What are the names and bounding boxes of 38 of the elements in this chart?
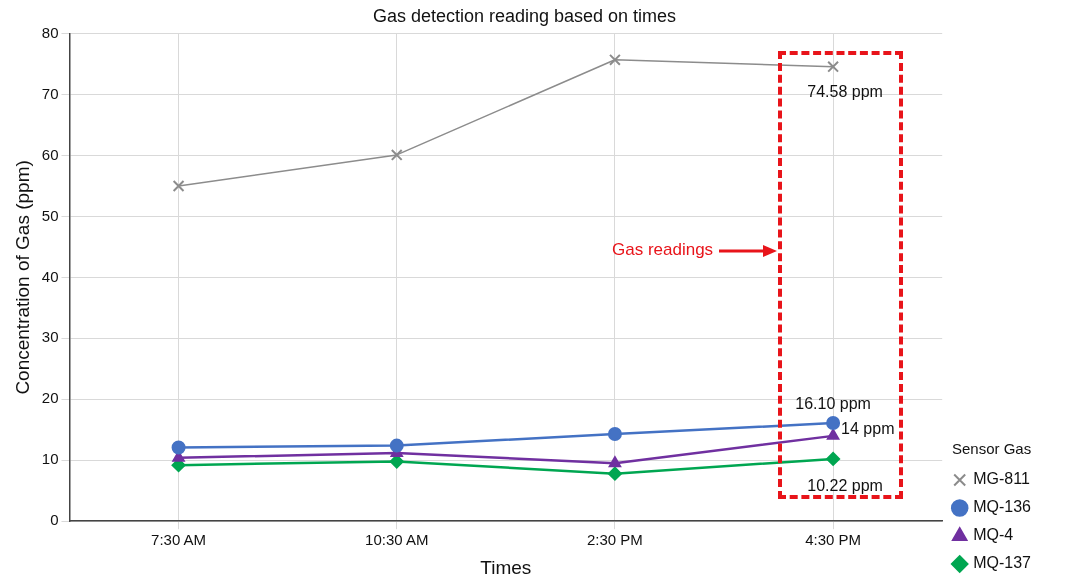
y-tick-label: 60: [41, 145, 59, 163]
data-label: 10.22 ppm: [807, 477, 883, 495]
legend-label: MQ-137: [973, 554, 1032, 572]
point: [827, 60, 840, 73]
y-axis-title: Concentration of Gas (ppm): [11, 160, 33, 395]
y-tick-label: 30: [41, 328, 59, 346]
y-tick-label: 20: [41, 389, 59, 407]
y-tick-label: 0: [50, 511, 59, 529]
point: [171, 440, 186, 455]
data-label: 14 ppm: [841, 420, 895, 438]
legend-label: MQ-136: [973, 498, 1032, 516]
annotation: Gas readings: [611, 240, 714, 260]
point: [608, 456, 622, 468]
legend-label: MG-811: [973, 470, 1030, 488]
point: [826, 451, 841, 466]
data-label: 74.58 ppm: [807, 83, 883, 101]
point: [389, 438, 404, 453]
legend-title: Sensor Gas: [951, 439, 1032, 457]
x-axis-title: Times: [480, 556, 532, 578]
x-tick-label: 2:30 PM: [587, 531, 643, 549]
x-tick-label: 7:30 AM: [151, 531, 207, 549]
x-tick-label: 10:30 AM: [365, 531, 429, 549]
point: [826, 416, 841, 431]
point: [390, 148, 403, 161]
chart-title: Gas detection reading based on times: [372, 5, 677, 26]
point: [608, 53, 621, 66]
point: [826, 428, 840, 440]
y-tick-label: 40: [41, 267, 59, 285]
y-tick-label: 70: [41, 84, 59, 102]
legend-label: MQ-4: [973, 526, 1014, 544]
x-tick-label: 4:30 PM: [805, 531, 862, 549]
data-label: 16.10 ppm: [795, 395, 871, 413]
point: [172, 180, 185, 192]
y-tick-label: 50: [41, 206, 59, 224]
y-tick-label: 80: [41, 23, 59, 41]
point: [607, 427, 622, 442]
point: [607, 466, 622, 481]
y-tick-label: 10: [41, 450, 59, 468]
